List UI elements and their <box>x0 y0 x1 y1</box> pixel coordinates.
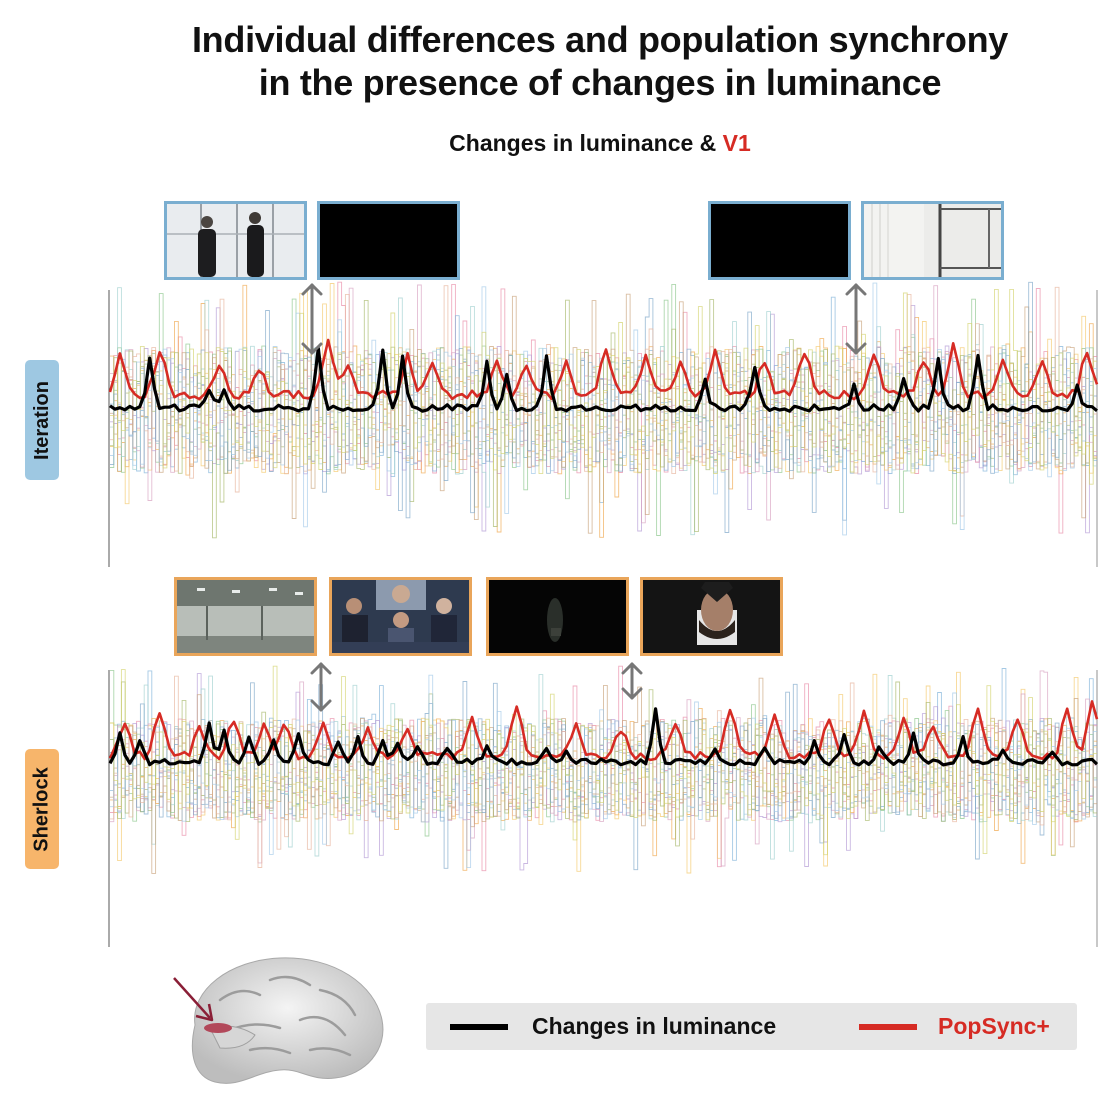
sherlock-arrow-2 <box>621 662 643 700</box>
sherlock-panel <box>108 662 1099 947</box>
legend-popsync-label: PopSync+ <box>938 1013 1050 1039</box>
iteration-popsync-line <box>108 338 1099 401</box>
sherlock-arrow-1 <box>310 662 332 712</box>
figure-subtitle: Changes in luminance & V1 <box>0 130 1120 157</box>
iteration-arrow-2 <box>845 283 867 355</box>
sherlock-series <box>108 700 1099 767</box>
iteration-series <box>108 338 1099 413</box>
iteration-frame-thumbnail-black-1 <box>317 201 460 280</box>
sherlock-tag: Sherlock <box>25 749 59 869</box>
subtitle-accent: V1 <box>722 130 751 156</box>
iteration-frame-thumbnail-people <box>164 201 307 280</box>
iteration-tag: Iteration <box>25 360 59 480</box>
iteration-luminance-line <box>109 346 1099 413</box>
sherlock-frame-thumbnail-press <box>329 577 472 656</box>
legend-luminance-swatch <box>450 1024 508 1030</box>
sherlock-subject-trace-14 <box>110 665 1097 856</box>
iteration-subject-trace-3 <box>110 284 1097 538</box>
iteration-panel <box>108 281 1099 567</box>
legend-luminance-label: Changes in luminance <box>532 1013 777 1039</box>
sherlock-frame-thumbnail-face <box>640 577 783 656</box>
brain-medial-view-icon <box>173 957 384 1084</box>
figure-title-line-1: Individual differences and population sy… <box>191 19 1008 60</box>
iteration-frame-thumbnail-room <box>861 201 1004 280</box>
sherlock-frame-thumbnail-office <box>174 577 317 656</box>
legend: Changes in luminance PopSync+ <box>426 1003 1077 1050</box>
figure-title-line-2: in the presence of changes in luminance <box>258 62 942 103</box>
legend-popsync-swatch <box>859 1024 917 1030</box>
iteration-frame-thumbnail-black-2 <box>708 201 851 280</box>
iteration-arrow-1 <box>301 283 323 355</box>
sherlock-frame-thumbnail-dark <box>486 577 629 656</box>
sherlock-individual-traces <box>110 665 1097 874</box>
subtitle-prefix: Changes in luminance & <box>449 130 717 156</box>
sherlock-luminance-line <box>108 707 1099 767</box>
